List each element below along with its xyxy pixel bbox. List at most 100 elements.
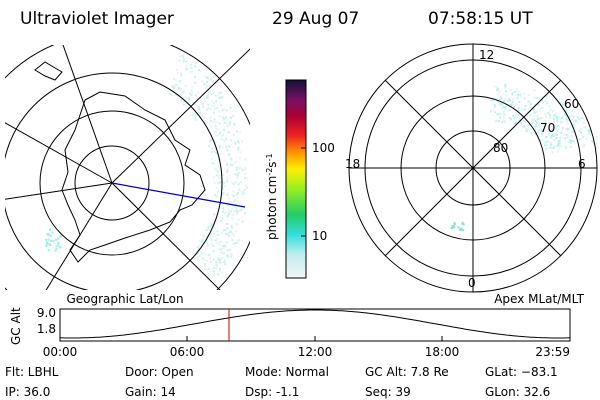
speckle bbox=[505, 90, 508, 93]
speckle bbox=[223, 181, 226, 184]
speckle bbox=[209, 84, 212, 87]
speckle bbox=[580, 116, 583, 119]
speckle bbox=[555, 136, 558, 139]
speckle bbox=[547, 130, 550, 133]
speckle bbox=[220, 104, 223, 107]
speckle bbox=[194, 76, 197, 79]
speckle bbox=[226, 254, 229, 257]
speckle bbox=[194, 62, 197, 65]
speckle bbox=[219, 261, 222, 264]
speckle bbox=[233, 141, 236, 144]
speckle bbox=[499, 116, 502, 119]
lat-label: 70 bbox=[540, 121, 555, 135]
speckle bbox=[183, 100, 186, 103]
speckle bbox=[549, 142, 552, 145]
speckle bbox=[222, 245, 225, 248]
speckle bbox=[220, 219, 223, 222]
speckle bbox=[206, 240, 209, 243]
speckle bbox=[230, 210, 233, 213]
speckle bbox=[541, 106, 544, 109]
speckle bbox=[215, 152, 218, 155]
speckle bbox=[218, 261, 221, 264]
speckle bbox=[508, 117, 511, 120]
speckle bbox=[566, 122, 569, 125]
speckle bbox=[572, 140, 575, 143]
speckle bbox=[545, 115, 548, 118]
speckle bbox=[188, 99, 191, 102]
speckle bbox=[229, 160, 232, 163]
speckle bbox=[218, 110, 221, 113]
speckle bbox=[505, 94, 508, 97]
speckle bbox=[232, 243, 235, 246]
speckle bbox=[48, 233, 51, 236]
speckle bbox=[59, 234, 62, 237]
speckle bbox=[215, 234, 218, 237]
speckle bbox=[215, 242, 218, 245]
speckle bbox=[240, 209, 243, 212]
speckle bbox=[183, 103, 186, 106]
speckle bbox=[213, 150, 216, 153]
speckle bbox=[512, 115, 515, 118]
speckle bbox=[548, 133, 551, 136]
speckle bbox=[549, 146, 552, 149]
speckle bbox=[228, 212, 231, 215]
speckle bbox=[243, 176, 246, 179]
speckle bbox=[190, 66, 193, 69]
speckle bbox=[237, 147, 240, 150]
speckle bbox=[545, 95, 548, 98]
speckle bbox=[169, 93, 172, 96]
speckle bbox=[221, 96, 224, 99]
orbit-x-tick: 23:59 bbox=[535, 345, 570, 359]
speckle bbox=[194, 118, 197, 121]
speckle bbox=[497, 87, 500, 90]
info-field: Mode: Normal bbox=[245, 365, 329, 379]
speckle bbox=[462, 223, 465, 226]
speckle bbox=[560, 137, 563, 140]
speckle bbox=[227, 130, 230, 133]
speckle bbox=[566, 116, 569, 119]
speckle bbox=[225, 137, 228, 140]
speckle bbox=[515, 102, 518, 105]
speckle bbox=[565, 114, 568, 117]
speckle bbox=[207, 227, 210, 230]
speckle bbox=[212, 249, 215, 252]
speckle bbox=[458, 228, 461, 231]
speckle bbox=[57, 237, 60, 240]
speckle bbox=[511, 93, 514, 96]
speckle bbox=[213, 193, 216, 196]
speckle bbox=[232, 205, 235, 208]
speckle bbox=[50, 240, 53, 243]
speckle bbox=[221, 146, 224, 149]
speckle bbox=[240, 190, 243, 193]
speckle bbox=[567, 141, 570, 144]
speckle bbox=[544, 141, 547, 144]
speckle bbox=[214, 94, 217, 97]
speckle bbox=[208, 229, 211, 232]
date: 29 Aug 07 bbox=[272, 9, 359, 29]
speckle bbox=[231, 217, 234, 220]
info-field: IP: 36.0 bbox=[5, 385, 50, 399]
speckle bbox=[223, 121, 226, 124]
speckle bbox=[551, 110, 554, 113]
speckle bbox=[226, 122, 229, 125]
speckle bbox=[199, 69, 202, 72]
speckle bbox=[230, 255, 233, 258]
speckle bbox=[504, 98, 507, 101]
speckle bbox=[595, 137, 598, 140]
speckle bbox=[215, 267, 218, 270]
speckle bbox=[49, 228, 52, 231]
speckle bbox=[531, 118, 534, 121]
speckle bbox=[216, 264, 219, 267]
speckle bbox=[460, 227, 463, 230]
speckle bbox=[234, 181, 237, 184]
orbit-x-tick: 06:00 bbox=[170, 345, 205, 359]
speckle bbox=[219, 248, 222, 251]
speckle bbox=[543, 123, 546, 126]
speckle bbox=[228, 174, 231, 177]
speckle bbox=[180, 99, 183, 102]
speckle bbox=[228, 248, 231, 251]
speckle bbox=[45, 238, 48, 241]
speckle bbox=[499, 114, 502, 117]
speckle bbox=[231, 181, 234, 184]
speckle bbox=[205, 108, 208, 111]
